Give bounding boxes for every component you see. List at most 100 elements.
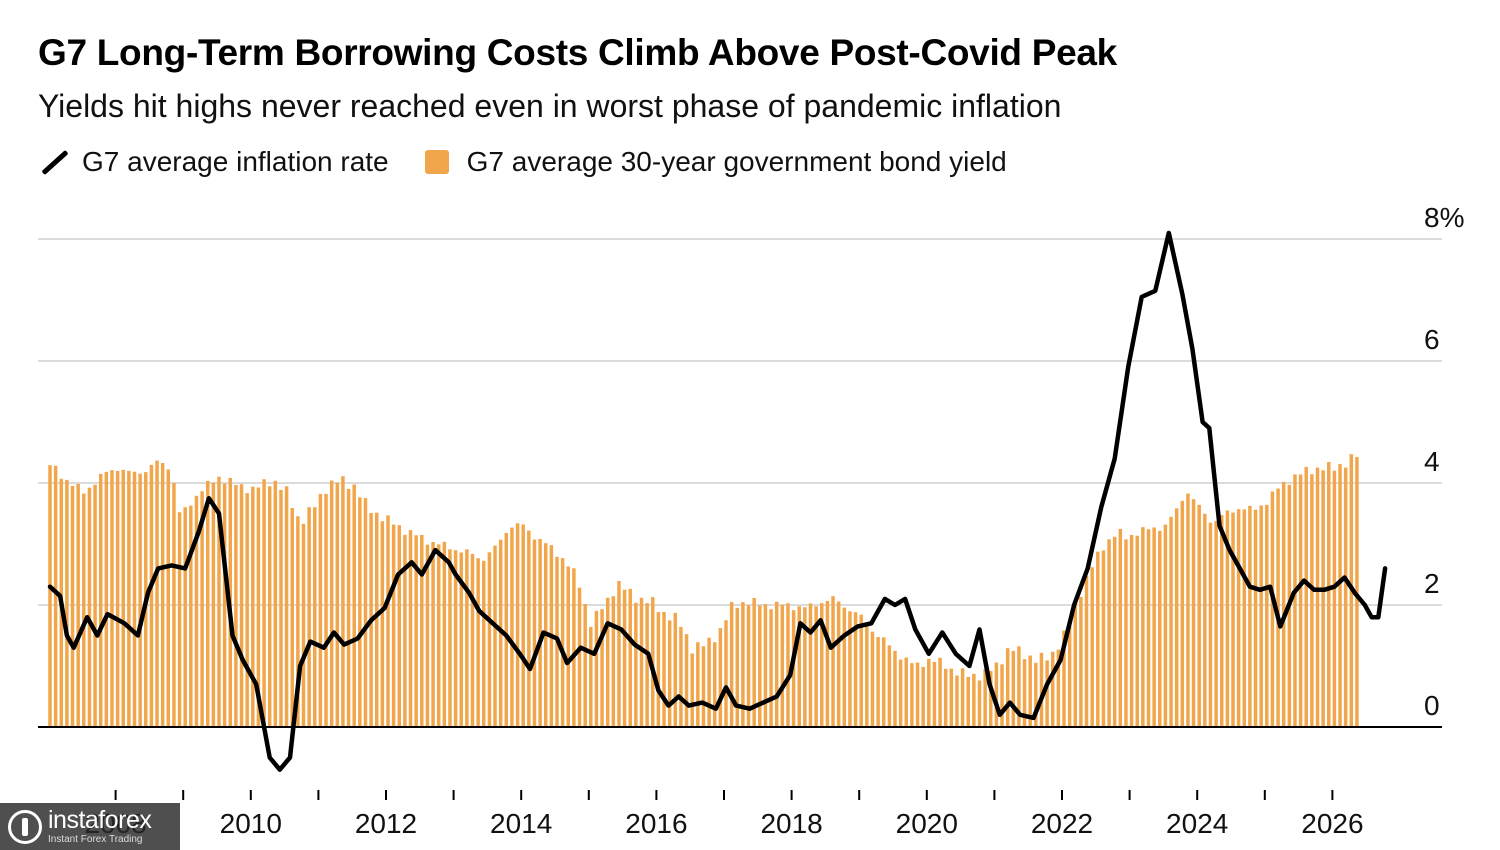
yield-bar bbox=[403, 534, 407, 727]
yield-bar bbox=[893, 650, 897, 727]
yield-bar bbox=[1090, 567, 1094, 727]
yield-bar bbox=[628, 588, 632, 727]
yield-bar bbox=[177, 512, 182, 727]
legend-bar-swatch bbox=[424, 150, 449, 174]
yield-bar bbox=[172, 482, 176, 727]
yield-bar bbox=[656, 612, 661, 727]
yield-bar bbox=[482, 560, 486, 727]
yield-bar bbox=[729, 602, 734, 727]
x-tick-label: 2018 bbox=[760, 808, 822, 839]
yield-bar bbox=[1073, 602, 1078, 727]
yield-bar bbox=[1129, 534, 1134, 727]
yield-bar bbox=[189, 505, 193, 727]
yield-bar bbox=[1310, 474, 1314, 727]
legend-item-inflation: G7 average inflation rate bbox=[38, 146, 389, 178]
yield-bar bbox=[104, 471, 109, 727]
yield-bar bbox=[679, 626, 683, 727]
yield-bar bbox=[414, 535, 418, 727]
yield-bar bbox=[780, 604, 785, 727]
yield-bar bbox=[459, 552, 463, 727]
x-tick-label: 2020 bbox=[896, 808, 958, 839]
yield-bar bbox=[1214, 520, 1218, 727]
yield-bar bbox=[127, 470, 131, 727]
yield-bar bbox=[70, 485, 75, 727]
yield-bar bbox=[1281, 481, 1286, 727]
yield-bar bbox=[329, 480, 334, 727]
yield-bar bbox=[622, 589, 627, 727]
yield-bar bbox=[391, 524, 396, 727]
bar-layer bbox=[48, 454, 1359, 727]
watermark-logo: instaforex Instant Forex Trading bbox=[0, 803, 180, 850]
yield-bar bbox=[690, 653, 694, 727]
yield-bar bbox=[211, 482, 216, 727]
yield-bar bbox=[222, 483, 227, 727]
yield-bar bbox=[741, 602, 745, 727]
yield-bar bbox=[1011, 650, 1016, 727]
yield-bar bbox=[853, 612, 858, 727]
yield-bar bbox=[1135, 535, 1139, 727]
yield-bar bbox=[960, 668, 965, 727]
yield-bar bbox=[307, 507, 311, 727]
yield-bar bbox=[1276, 488, 1280, 727]
x-axis-labels: 2008201020122014201620182020202220242026 bbox=[84, 790, 1364, 839]
yield-bar bbox=[1327, 462, 1331, 727]
yield-bar bbox=[1107, 539, 1111, 727]
yield-bar bbox=[205, 480, 210, 727]
yield-bar bbox=[1321, 470, 1325, 727]
inflation-line bbox=[47, 230, 1388, 772]
yield-bar bbox=[1056, 649, 1061, 727]
yield-bar bbox=[870, 631, 875, 727]
x-tick-label: 2014 bbox=[490, 808, 552, 839]
yield-bar bbox=[358, 497, 362, 727]
yield-bar bbox=[121, 469, 125, 727]
yield-bar bbox=[374, 512, 379, 727]
yield-bar bbox=[132, 471, 137, 727]
yield-bar bbox=[1067, 621, 1072, 727]
yield-bar bbox=[397, 525, 402, 727]
yield-bar bbox=[1180, 500, 1185, 727]
x-tick-label: 2010 bbox=[220, 808, 282, 839]
yield-bar bbox=[752, 598, 756, 727]
yield-bar bbox=[915, 662, 920, 727]
yield-bar bbox=[955, 675, 959, 727]
yield-bar bbox=[504, 532, 509, 727]
yield-bar bbox=[1124, 539, 1128, 727]
yield-bar bbox=[927, 658, 931, 727]
yield-bar bbox=[93, 484, 97, 727]
yield-bar bbox=[1028, 655, 1032, 727]
yield-bar bbox=[1141, 527, 1145, 727]
yield-bar bbox=[977, 680, 982, 727]
yield-bar bbox=[600, 609, 604, 727]
yield-bar bbox=[594, 610, 599, 727]
yield-bar bbox=[1118, 528, 1123, 727]
yield-bar bbox=[1034, 662, 1038, 727]
yield-bar bbox=[769, 609, 773, 727]
yield-bar bbox=[1304, 466, 1308, 727]
yield-bar bbox=[797, 606, 801, 727]
yield-bar bbox=[1022, 659, 1027, 727]
yield-bar bbox=[110, 470, 114, 727]
yield-bar bbox=[352, 484, 356, 727]
yield-bar bbox=[701, 646, 706, 727]
yield-bar bbox=[1045, 660, 1049, 727]
yield-bar bbox=[363, 498, 368, 727]
yield-bar bbox=[53, 465, 58, 727]
yield-bar bbox=[476, 558, 480, 727]
yield-bar bbox=[1112, 536, 1117, 727]
yield-bar bbox=[1062, 630, 1066, 727]
instaforex-logo-icon bbox=[8, 809, 42, 844]
yield-bar bbox=[910, 663, 914, 727]
yield-bar bbox=[324, 493, 328, 727]
yield-bar bbox=[284, 486, 289, 727]
yield-bar bbox=[1096, 551, 1100, 727]
yield-bar bbox=[76, 483, 80, 727]
chart-subtitle: Yields hit highs never reached even in w… bbox=[38, 88, 1062, 124]
yield-bar bbox=[1208, 522, 1213, 727]
yield-bar bbox=[1242, 509, 1247, 727]
yield-bar bbox=[386, 515, 390, 727]
yield-bar bbox=[510, 527, 514, 727]
yield-bar bbox=[194, 495, 199, 727]
legend: G7 average inflation rate G7 average 30-… bbox=[38, 144, 1043, 180]
yield-bar bbox=[527, 530, 531, 727]
yield-bar bbox=[1236, 509, 1241, 727]
